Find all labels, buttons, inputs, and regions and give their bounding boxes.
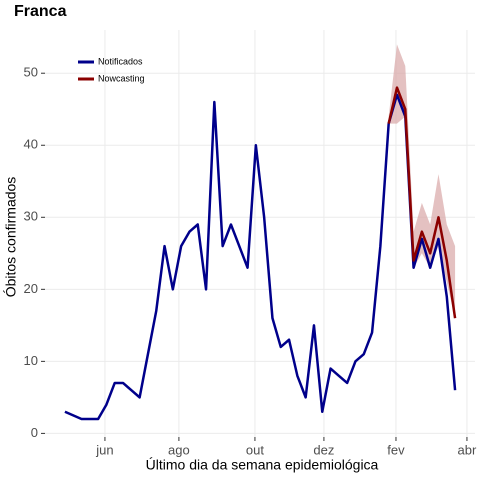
y-axis-label: Óbitos confirmados xyxy=(3,177,19,298)
y-tick-label: 0 xyxy=(31,425,38,440)
x-tick-label: out xyxy=(246,442,264,457)
line xyxy=(64,93,457,421)
y-tick-label: 30 xyxy=(24,209,38,224)
x-tick-label: fev xyxy=(387,442,405,457)
y-tick-label: 20 xyxy=(24,281,38,296)
x-tick-label: abr xyxy=(458,442,477,457)
x-tick-label: dez xyxy=(313,442,334,457)
legend-label: Nowcasting xyxy=(98,73,145,83)
x-axis-label: Último dia da semana epidemiológica xyxy=(146,457,379,473)
y-tick-label: 50 xyxy=(24,65,38,80)
x-tick-label: jun xyxy=(95,442,113,457)
legend-label: Notificados xyxy=(98,56,143,66)
x-tick-label: ago xyxy=(168,442,190,457)
y-tick-label: 10 xyxy=(24,353,38,368)
line xyxy=(387,86,457,319)
y-tick-label: 40 xyxy=(24,137,38,152)
chart-title: Franca xyxy=(14,3,67,20)
